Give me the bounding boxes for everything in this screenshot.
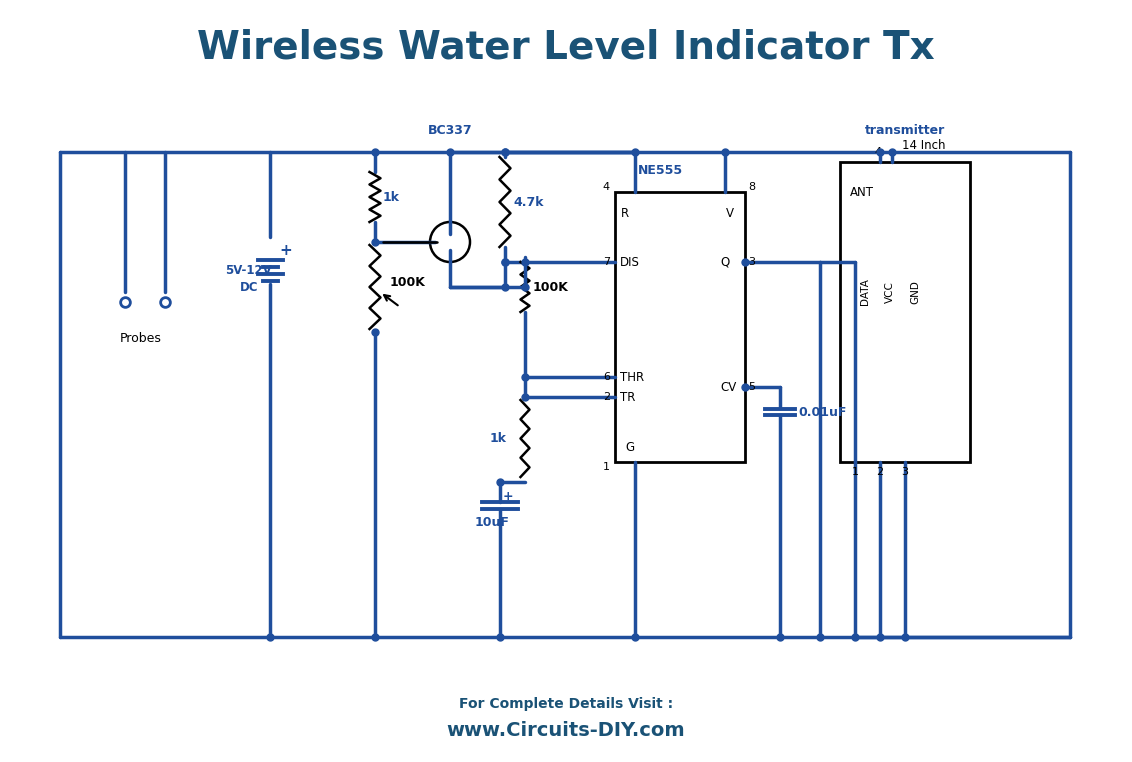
Point: [496, 281, 514, 293]
Text: 1: 1: [851, 467, 858, 477]
Text: 100K: 100K: [391, 276, 426, 289]
Text: 100K: 100K: [533, 280, 569, 293]
Text: THR: THR: [620, 370, 644, 383]
Point: [715, 146, 734, 158]
Text: 3: 3: [901, 467, 909, 477]
Text: Probes: Probes: [120, 332, 162, 345]
Text: 5: 5: [748, 382, 755, 392]
Point: [883, 146, 901, 158]
Text: +: +: [278, 242, 292, 258]
Point: [516, 281, 534, 293]
Point: [895, 631, 914, 643]
Point: [491, 476, 509, 488]
Text: 2: 2: [603, 392, 610, 402]
Point: [516, 371, 534, 383]
Text: G: G: [626, 441, 635, 454]
Text: DATA: DATA: [860, 279, 871, 306]
Text: 10uF: 10uF: [475, 516, 509, 529]
Point: [516, 391, 534, 403]
Point: [496, 146, 514, 158]
Point: [496, 146, 514, 158]
Point: [366, 631, 384, 643]
Text: 4: 4: [603, 182, 610, 192]
Point: [496, 256, 514, 268]
Text: +: +: [503, 489, 514, 502]
Point: [811, 631, 829, 643]
Text: DIS: DIS: [620, 255, 640, 268]
Point: [871, 631, 889, 643]
Text: 6: 6: [603, 372, 610, 382]
Point: [516, 256, 534, 268]
Text: 4.7k: 4.7k: [513, 196, 543, 209]
Text: Q: Q: [720, 255, 729, 268]
Point: [736, 381, 754, 393]
Text: CV: CV: [720, 380, 736, 393]
Text: VCC: VCC: [885, 281, 895, 303]
Text: V: V: [726, 207, 734, 220]
Point: [626, 631, 644, 643]
Point: [366, 146, 384, 158]
Text: NE555: NE555: [637, 164, 683, 177]
Point: [261, 631, 280, 643]
Text: BC337: BC337: [428, 124, 472, 137]
Point: [491, 631, 509, 643]
Point: [626, 146, 644, 158]
Text: TR: TR: [620, 390, 635, 404]
Point: [846, 631, 864, 643]
Text: Wireless Water Level Indicator Tx: Wireless Water Level Indicator Tx: [197, 28, 935, 66]
Point: [366, 326, 384, 338]
Text: ANT: ANT: [850, 185, 874, 198]
Text: GND: GND: [910, 280, 920, 304]
Point: [366, 236, 384, 248]
Text: 0.01uF: 0.01uF: [798, 405, 847, 418]
Point: [771, 631, 789, 643]
Point: [496, 256, 514, 268]
Text: 2: 2: [876, 467, 884, 477]
Bar: [840, 162, 970, 462]
Point: [871, 146, 889, 158]
Text: 8: 8: [748, 182, 755, 192]
Text: For Complete Details Visit :: For Complete Details Visit :: [458, 697, 674, 711]
Text: 1k: 1k: [383, 190, 400, 203]
Text: 14 Inch: 14 Inch: [902, 139, 945, 152]
Text: 5V-12V: 5V-12V: [225, 264, 272, 277]
Text: 7: 7: [603, 257, 610, 267]
Point: [441, 146, 460, 158]
Bar: [615, 192, 745, 462]
Text: www.Circuits-DIY.com: www.Circuits-DIY.com: [447, 721, 685, 739]
Point: [736, 256, 754, 268]
Text: R: R: [621, 207, 629, 220]
Text: transmitter: transmitter: [865, 124, 945, 137]
Text: DC: DC: [240, 280, 258, 293]
Text: 4: 4: [875, 147, 882, 157]
Text: 1: 1: [603, 462, 610, 472]
Text: 1k: 1k: [490, 432, 507, 445]
Text: 3: 3: [748, 257, 755, 267]
